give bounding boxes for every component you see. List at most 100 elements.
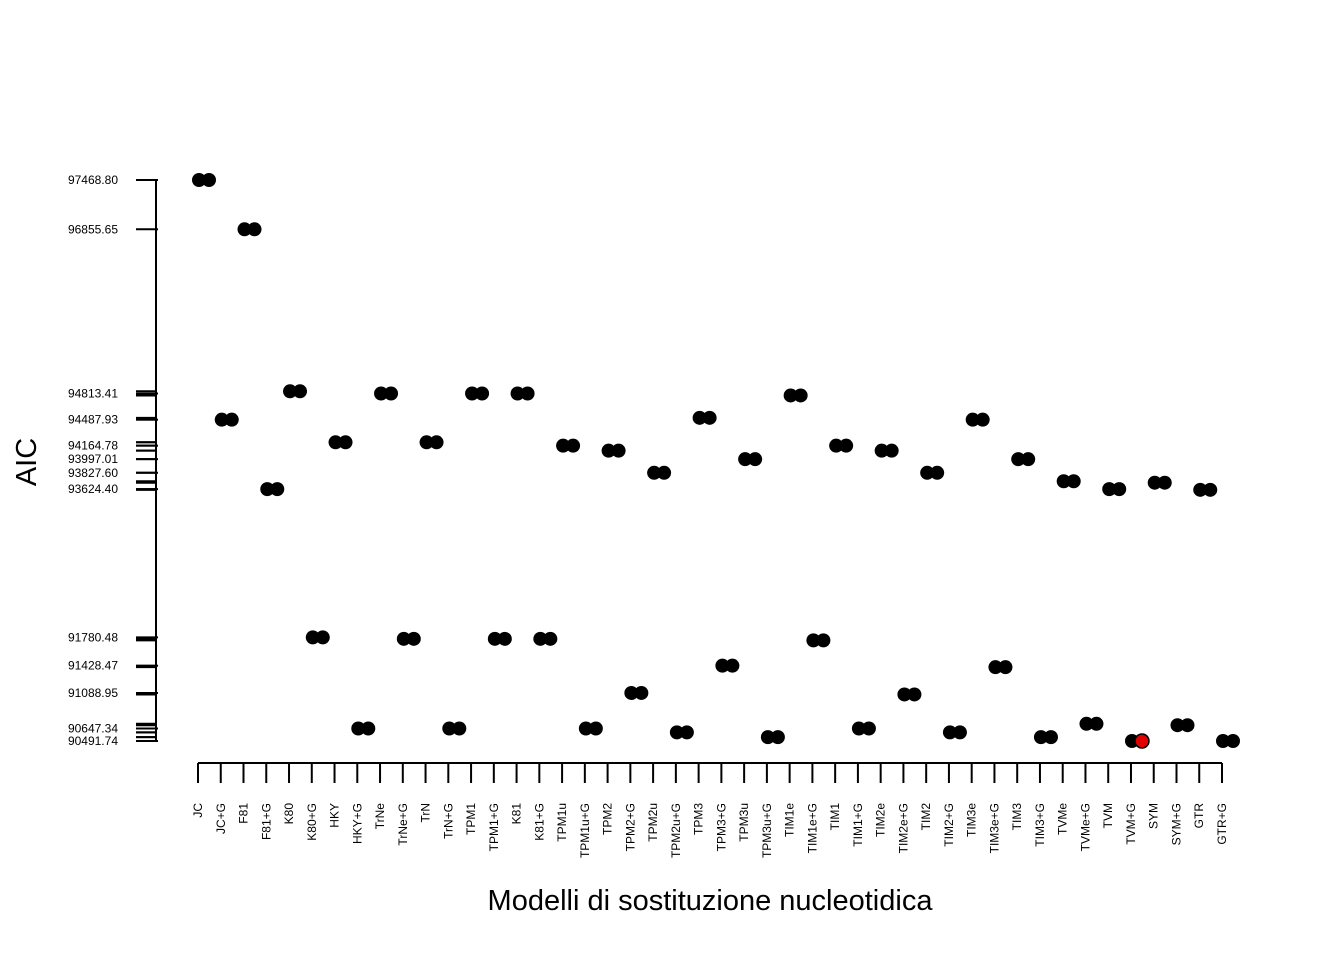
data-point <box>907 687 922 702</box>
data-point <box>702 410 717 425</box>
x-tick-label: TPM1+G <box>487 803 501 851</box>
data-point <box>1056 474 1071 489</box>
data-point <box>965 412 980 427</box>
x-tick-label: K80 <box>282 803 296 825</box>
x-tick-label: SYM+G <box>1169 803 1183 845</box>
data-point <box>374 386 389 401</box>
y-tick-label: 91088.95 <box>68 686 118 700</box>
x-tick-label: TPM1 <box>464 803 478 835</box>
x-tick-label: TPM2+G <box>623 803 637 851</box>
x-tick-label: TIM2+G <box>942 803 956 847</box>
x-tick-label: TPM3+G <box>714 803 728 851</box>
x-tick-label: GTR <box>1192 803 1206 829</box>
x-tick-label: F81 <box>237 803 251 824</box>
y-axis-title: AIC <box>11 438 43 486</box>
data-point <box>601 443 616 458</box>
data-point <box>1193 482 1208 497</box>
data-point <box>748 452 763 467</box>
x-tick-label: TVMe <box>1056 803 1070 835</box>
data-point <box>442 721 457 736</box>
data-point <box>829 438 844 453</box>
data-point <box>384 386 399 401</box>
data-point <box>930 465 945 480</box>
data-point <box>624 685 639 700</box>
data-point <box>692 410 707 425</box>
data-point <box>634 685 649 700</box>
x-tick-label: TIM3 <box>1010 803 1024 831</box>
x-tick-label: TIM1+G <box>851 803 865 847</box>
data-point <box>224 412 239 427</box>
data-point <box>305 630 320 645</box>
data-point <box>806 633 821 648</box>
x-tick-label: TIM1 <box>828 803 842 831</box>
data-point <box>611 443 626 458</box>
data-point <box>738 452 753 467</box>
data-point-best <box>1134 733 1150 749</box>
x-tick-label: TPM2u <box>646 803 660 842</box>
data-point <box>1089 716 1104 731</box>
data-point <box>351 721 366 736</box>
data-point <box>657 465 672 480</box>
data-point <box>884 443 899 458</box>
y-tick-label: 93997.01 <box>68 452 118 466</box>
data-points <box>192 173 1240 749</box>
data-point <box>588 721 603 736</box>
data-point <box>465 386 480 401</box>
data-point <box>419 435 434 450</box>
data-point <box>1147 475 1162 490</box>
y-tick-label: 94813.41 <box>68 387 118 401</box>
data-point <box>556 438 571 453</box>
data-point <box>1011 452 1026 467</box>
x-tick-label: TrN <box>419 803 433 823</box>
data-point <box>533 631 548 646</box>
y-tick-label: 93624.40 <box>68 482 118 496</box>
data-point <box>770 730 785 745</box>
data-point <box>1226 734 1240 748</box>
x-tick-label: TIM3e+G <box>987 803 1001 853</box>
data-point <box>260 482 275 497</box>
data-point <box>214 412 229 427</box>
data-point <box>497 631 512 646</box>
x-tick-label: TPM2 <box>601 803 615 835</box>
x-tick-label: GTR+G <box>1215 803 1229 845</box>
x-axis-title: Modelli di sostituzione nucleotidica <box>488 885 934 917</box>
data-point <box>237 222 252 237</box>
data-point <box>874 443 889 458</box>
data-point <box>429 435 444 450</box>
data-point <box>897 687 912 702</box>
data-point <box>851 721 866 736</box>
data-point <box>793 388 808 403</box>
data-point <box>338 435 353 450</box>
x-tick-label: TPM3u <box>737 803 751 842</box>
data-point <box>669 725 684 740</box>
data-point <box>328 435 343 450</box>
y-axis: 97468.80 96855.65 94813.41 94487.93 94164.78… <box>68 173 158 748</box>
x-tick-label: JC+G <box>214 803 228 834</box>
data-point <box>293 384 308 399</box>
data-point <box>452 721 467 736</box>
y-tick-label: 94164.78 <box>68 439 118 453</box>
data-point <box>920 465 935 480</box>
x-tick-label: TrN+G <box>441 803 455 839</box>
data-point <box>510 386 525 401</box>
data-point <box>1203 482 1218 497</box>
data-point <box>1170 718 1185 733</box>
x-tick-label: TPM3u+G <box>760 803 774 858</box>
x-tick-label: K81+G <box>532 803 546 841</box>
x-tick-label: TIM1e <box>783 803 797 837</box>
x-tick-label: TIM3+G <box>1033 803 1047 847</box>
y-tick-label: 90491.74 <box>68 734 118 748</box>
data-point <box>270 482 285 497</box>
x-tick-label: TIM2e <box>874 803 888 837</box>
data-point <box>1216 734 1230 748</box>
data-point <box>975 412 990 427</box>
data-point <box>839 438 854 453</box>
data-point <box>988 660 1003 675</box>
x-tick-label: K81 <box>510 803 524 825</box>
data-point <box>247 222 262 237</box>
data-point <box>487 631 502 646</box>
x-tick-label: SYM <box>1147 803 1161 829</box>
data-point <box>543 631 558 646</box>
data-point <box>1180 718 1195 733</box>
